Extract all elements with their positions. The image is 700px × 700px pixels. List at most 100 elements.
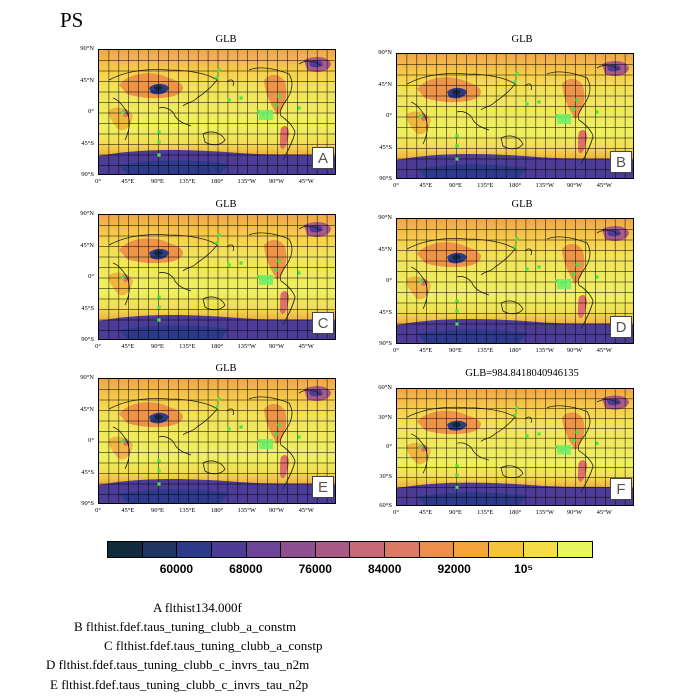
coastline-3 (546, 405, 591, 451)
lon-tick-label: 90°E (150, 343, 165, 350)
lat-tick-label: 0° (88, 437, 94, 444)
station-marker (157, 305, 161, 309)
station-marker (217, 233, 221, 237)
lat-tick-label: 45°N (378, 80, 392, 88)
lon-tick-label: 135°W (237, 343, 256, 350)
map-field (396, 218, 634, 344)
lon-tick-label: 90°E (150, 507, 165, 514)
lat-tick-label: 45°N (80, 405, 94, 413)
antarctic-core (417, 164, 527, 178)
lon-tick-label: 180° (210, 343, 224, 350)
figure-title: PS (60, 8, 84, 32)
lon-tick-label: 45°E (419, 509, 433, 516)
greenland-core (607, 398, 621, 406)
colorbar-swatch (211, 542, 247, 557)
lon-tick-label: 135°E (179, 343, 196, 350)
station-marker (121, 439, 125, 443)
station-marker (297, 106, 301, 110)
lat-tick-label: 60°N (378, 384, 392, 391)
station-cluster (557, 279, 571, 289)
coastline-3 (248, 232, 293, 282)
lon-tick-label: 45°E (419, 182, 433, 189)
lon-tick-label: 135°W (535, 347, 554, 354)
andes-low-pressure (578, 295, 587, 319)
station-marker (157, 318, 161, 322)
colorbar-tick-label: 92000 (437, 562, 471, 576)
lon-tick-label: 135°W (535, 509, 554, 516)
coastline-1 (456, 276, 490, 296)
lon-tick-label: 90°E (448, 182, 463, 189)
station-marker (455, 464, 459, 468)
rockies-low-pressure (264, 239, 287, 280)
lon-tick-label: 90°W (268, 507, 285, 514)
station-marker (572, 107, 576, 111)
rockies-low-pressure (562, 78, 585, 119)
colorbar-swatch (177, 542, 212, 557)
station-marker (227, 98, 231, 102)
station-marker (455, 144, 459, 148)
lon-tick-label: 45°W (596, 509, 612, 516)
station-marker (157, 295, 161, 299)
coastline-1 (158, 272, 192, 292)
station-marker (157, 459, 161, 463)
lon-tick-label: 45°W (298, 343, 314, 350)
coastline-4 (578, 284, 594, 330)
station-marker (419, 445, 423, 449)
rockies-low-pressure (562, 412, 585, 450)
station-marker (239, 96, 243, 100)
map-field (98, 378, 336, 504)
lat-tick-label: 90°S (379, 175, 392, 182)
legend-entry-e: E flthist.fdef.taus_tuning_clubb_c_invrs… (50, 677, 309, 692)
colorbar-swatch (489, 542, 524, 557)
panel-letter-badge: C (312, 312, 334, 334)
lat-tick-label: 90°N (80, 374, 94, 381)
lat-tick-label: 45°N (80, 241, 94, 249)
colorbar (107, 541, 593, 558)
station-marker (513, 245, 517, 249)
colorbar-swatch (558, 542, 592, 557)
station-marker (257, 275, 261, 279)
station-marker (157, 153, 161, 157)
coastline-5 (500, 300, 524, 315)
colorbar-swatch (419, 542, 455, 557)
colorbar-tick-label: 60000 (159, 562, 194, 576)
legend-entry-a: A flthist134.000f (153, 600, 242, 615)
station-marker (419, 114, 423, 118)
coastline-4 (578, 119, 594, 165)
legend-entry-b: B flthist.fdef.taus_tuning_clubb_a_const… (74, 619, 297, 634)
station-marker (277, 94, 281, 98)
coastline-4 (280, 115, 296, 161)
lat-tick-label: 90°N (80, 210, 94, 217)
station-marker (239, 425, 243, 429)
station-marker (215, 76, 219, 80)
lat-tick-label: 60°S (379, 502, 392, 509)
lat-tick-label: 90°S (379, 340, 392, 347)
station-marker (455, 134, 459, 138)
panel-title: GLB (215, 199, 237, 210)
station-marker (515, 72, 519, 76)
station-marker (227, 427, 231, 431)
greenland-core (309, 225, 323, 233)
greenland-core (607, 229, 621, 237)
coastline-5 (202, 131, 226, 146)
coastline-4 (280, 280, 296, 326)
lat-tick-label: 45°S (379, 308, 392, 316)
station-marker (419, 279, 423, 283)
lon-tick-label: 135°E (477, 182, 494, 189)
colorbar-tick-label: 76000 (298, 562, 332, 576)
lat-tick-label: 45°S (81, 304, 94, 312)
station-cluster (557, 445, 571, 455)
lon-tick-label: 0° (95, 178, 101, 185)
colorbar-swatch (108, 542, 143, 557)
station-marker (525, 434, 529, 438)
station-marker (121, 110, 125, 114)
station-marker (537, 265, 541, 269)
coastline-1 (456, 111, 490, 131)
lon-tick-label: 135°W (237, 178, 256, 185)
station-marker (277, 259, 281, 263)
station-cluster (259, 110, 273, 120)
coastline-6 (298, 389, 322, 396)
coastline-2 (112, 426, 130, 470)
antarctic-core (417, 329, 527, 343)
lat-tick-label: 0° (386, 443, 392, 450)
